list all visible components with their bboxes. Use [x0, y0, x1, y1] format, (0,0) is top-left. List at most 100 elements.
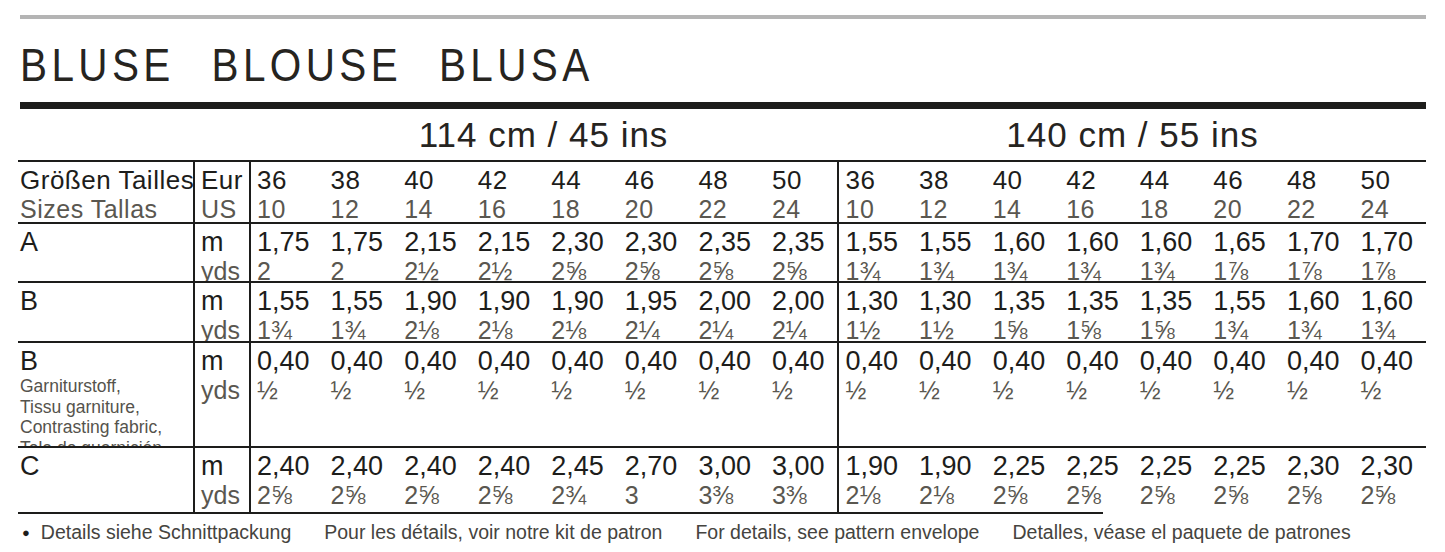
meters-value: 1,35: [1140, 286, 1206, 316]
unit-m: m: [201, 451, 249, 481]
meters-value: 1,75: [331, 227, 397, 257]
meters-value: 1,55: [919, 227, 985, 257]
yards-value: 2¾: [551, 481, 617, 509]
size-us: 16: [1066, 195, 1132, 222]
column-divider: [249, 162, 251, 514]
yards-value: 2⅛: [551, 316, 617, 341]
meters-value: 2,40: [331, 451, 397, 481]
meters-value: 1,70: [1360, 227, 1426, 257]
meters-value: 0,40: [1213, 346, 1279, 376]
size-column-header: 3610: [838, 162, 912, 222]
size-column-header: 5024: [764, 162, 838, 222]
title-underline: [20, 102, 1426, 109]
fabric-amount-cell: 0,40½: [764, 343, 838, 446]
fabric-amount-cell: 1,651⅞: [1205, 224, 1279, 281]
yards-value: 1⅝: [993, 316, 1059, 341]
yards-value: 2⅛: [919, 481, 985, 509]
meters-value: 0,40: [625, 346, 691, 376]
size-eur: 42: [1066, 165, 1132, 195]
view-label-cell: B: [18, 283, 193, 341]
yards-value: ½: [551, 376, 617, 404]
meters-value: 0,40: [257, 346, 323, 376]
meters-value: 0,40: [1287, 346, 1353, 376]
meters-value: 1,90: [404, 286, 470, 316]
size-column-header: 4822: [690, 162, 764, 222]
sizes-label-line2: Sizes Tallas: [20, 195, 193, 222]
size-column-header: 4014: [985, 162, 1059, 222]
fabric-amount-cell: 0,40½: [617, 343, 691, 446]
fabric-amount-cell: 1,351⅝: [1132, 283, 1206, 341]
meters-value: 2,25: [1213, 451, 1279, 481]
meters-value: 2,40: [257, 451, 323, 481]
top-divider: [20, 15, 1426, 19]
view-label: B: [20, 346, 193, 376]
size-us: 14: [993, 195, 1059, 222]
fabric-amount-cell: 2,352⅝: [690, 224, 764, 281]
size-column-header: 3812: [323, 162, 397, 222]
fabric-amount-cell: 2,703: [617, 448, 691, 509]
table-header-row: Größen Tailles Sizes Tallas Eur US 36103…: [18, 162, 1426, 224]
size-eur: 36: [846, 165, 912, 195]
meters-value: 2,30: [1360, 451, 1426, 481]
unit-yds: yds: [201, 376, 249, 404]
table-row: Cmyds2,402⅝2,402⅝2,402⅝2,402⅝2,452¾2,703…: [18, 448, 1426, 514]
fabric-amount-cell: 0,40½: [396, 343, 470, 446]
fabric-amount-cell: 0,40½: [1132, 343, 1206, 446]
meters-value: 2,30: [625, 227, 691, 257]
size-us: 20: [1213, 195, 1279, 222]
meters-value: 1,30: [846, 286, 912, 316]
fabric-amount-cell: 1,902⅛: [470, 283, 544, 341]
fabric-amount-cell: 2,402⅝: [323, 448, 397, 509]
unit-m: m: [201, 286, 249, 316]
fabric-amount-cell: 1,601¾: [1058, 224, 1132, 281]
unit-yds: yds: [201, 481, 249, 509]
size-eur: 46: [625, 165, 691, 195]
fabric-amount-cell: 1,601¾: [1352, 283, 1426, 341]
size-us: 10: [846, 195, 912, 222]
fabric-amount-cell: 0,40½: [543, 343, 617, 446]
yards-value: ½: [993, 376, 1059, 404]
size-column-header: 4418: [1132, 162, 1206, 222]
size-us: 16: [478, 195, 544, 222]
fabric-amount-cell: 2,452¾: [543, 448, 617, 509]
footnote: ●Details siehe Schnittpackung Pour les d…: [22, 521, 1351, 544]
size-eur: 44: [551, 165, 617, 195]
size-us: 22: [1287, 195, 1353, 222]
meters-value: 1,65: [1213, 227, 1279, 257]
meters-value: 2,00: [698, 286, 764, 316]
yards-value: 2¼: [772, 316, 838, 341]
meters-value: 2,00: [772, 286, 838, 316]
table-row: BGarniturstoff,Tissu garniture,Contrasti…: [18, 343, 1426, 448]
yards-value: 1¾: [1213, 316, 1279, 341]
fabric-amount-cell: 2,152½: [470, 224, 544, 281]
column-divider: [193, 162, 195, 514]
meters-value: 1,60: [1287, 286, 1353, 316]
yards-value: ½: [698, 376, 764, 404]
meters-value: 1,75: [257, 227, 323, 257]
meters-value: 1,60: [993, 227, 1059, 257]
size-us: 24: [1360, 195, 1426, 222]
fabric-amount-cell: 2,402⅝: [396, 448, 470, 509]
fabric-amount-cell: 2,302⅝: [543, 224, 617, 281]
fabric-amount-cell: 1,601¾: [985, 224, 1059, 281]
size-eur: 38: [331, 165, 397, 195]
size-eur: 44: [1140, 165, 1206, 195]
meters-value: 2,25: [1066, 451, 1132, 481]
meters-value: 1,55: [1213, 286, 1279, 316]
meters-value: 2,30: [1287, 451, 1353, 481]
yards-value: ½: [625, 376, 691, 404]
fabric-amount-cell: 1,701⅞: [1352, 224, 1426, 281]
meters-value: 0,40: [698, 346, 764, 376]
size-eur: 40: [404, 165, 470, 195]
fabric-amount-cell: 0,40½: [1058, 343, 1132, 446]
fabric-amount-cell: 2,302⅝: [1279, 448, 1353, 509]
yards-value: 2⅛: [478, 316, 544, 341]
meters-value: 1,30: [919, 286, 985, 316]
size-us: 12: [919, 195, 985, 222]
fabric-amount-cell: 2,252⅝: [1132, 448, 1206, 509]
fabric-amount-cell: 2,302⅝: [1352, 448, 1426, 509]
yards-value: 2⅝: [1140, 481, 1206, 509]
meters-value: 0,40: [1140, 346, 1206, 376]
yards-value: 1¾: [1287, 316, 1353, 341]
yards-value: 1¾: [1360, 316, 1426, 341]
